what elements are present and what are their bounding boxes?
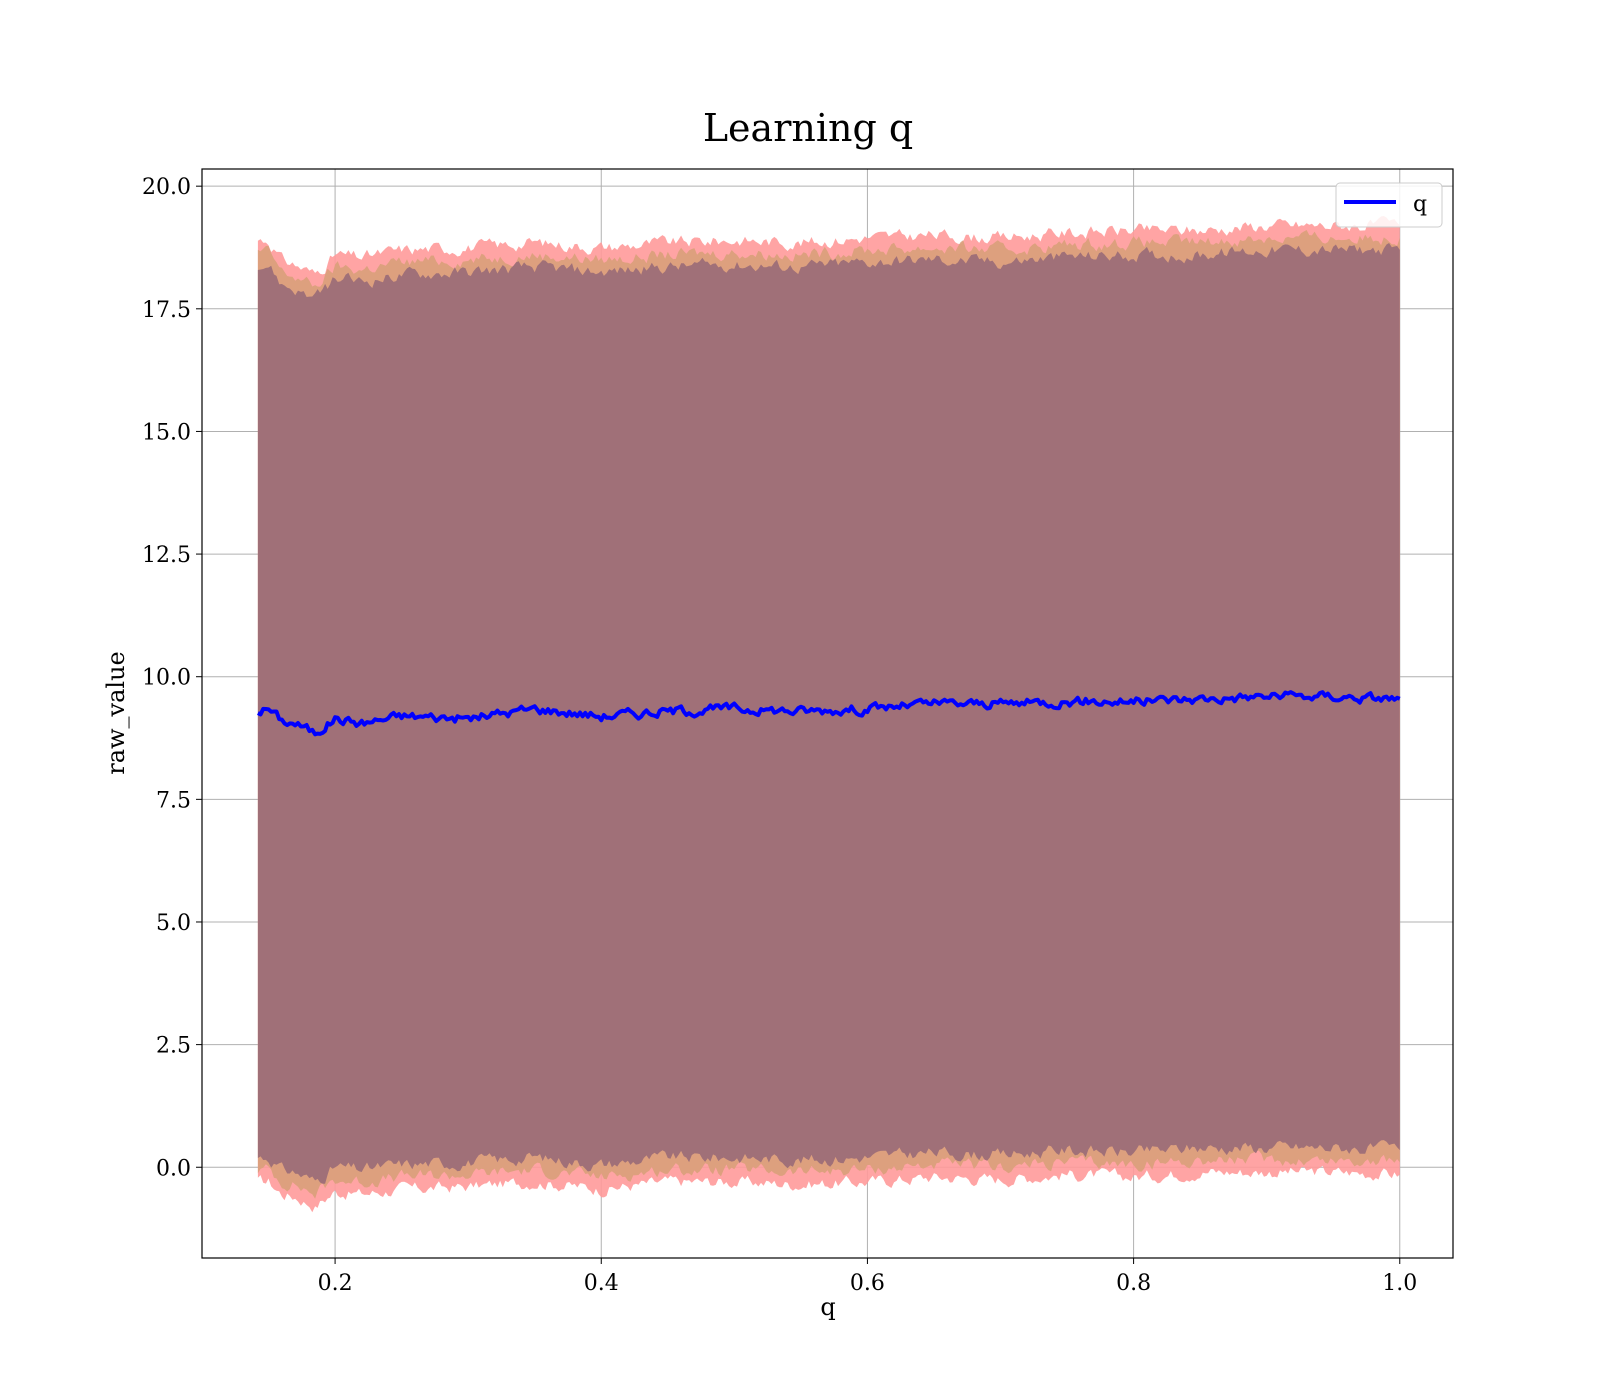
y-tick-label-7: 17.5 [142, 298, 191, 323]
series-lines [257, 690, 1401, 737]
chart-title: Learning q [703, 106, 913, 150]
y-tick-label-2: 5.0 [156, 911, 191, 936]
y-tick-label-1: 2.5 [156, 1034, 191, 1059]
y-axis-title: raw_value [102, 651, 130, 775]
legend: q [1335, 182, 1443, 228]
legend-label-q: q [1413, 192, 1427, 217]
x-tick-label-1: 0.4 [584, 1271, 619, 1296]
y-tick-label-4: 10.0 [142, 666, 191, 691]
y-tick-label-3: 7.5 [156, 788, 191, 813]
x-axis-title: q [820, 1293, 835, 1321]
x-tick-label-4: 1.0 [1382, 1271, 1417, 1296]
y-tick-label-6: 15.0 [142, 420, 191, 445]
x-tick-label-3: 0.8 [1116, 1271, 1151, 1296]
y-tick-label-5: 12.5 [142, 543, 191, 568]
series-line-q [257, 690, 1401, 737]
x-tick-label-0: 0.2 [318, 1271, 353, 1296]
legend-box [1335, 182, 1443, 228]
x-tick-label-2: 0.6 [850, 1271, 885, 1296]
y-tick-label-8: 20.0 [142, 175, 191, 200]
y-tick-label-0: 0.0 [156, 1156, 191, 1181]
axis-ticks: 0.2 0.4 0.6 0.8 1.0 0.0 2.5 5.0 7.5 10.0 12.5 15.0 1… [142, 175, 1417, 1296]
plot-frame [201, 168, 1454, 1259]
